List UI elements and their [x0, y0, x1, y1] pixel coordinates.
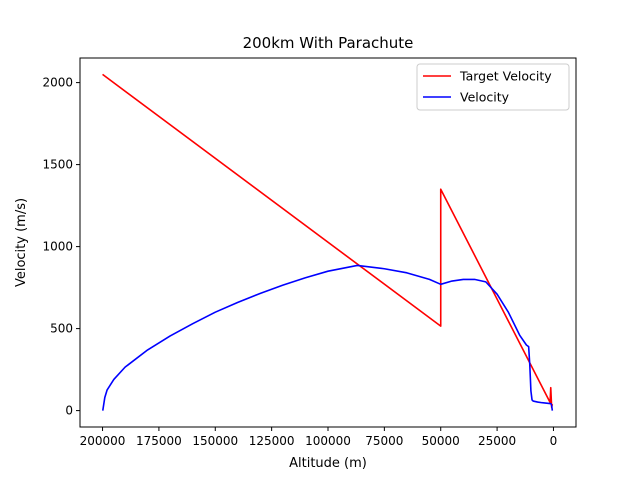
x-tick-label: 100000: [305, 434, 351, 448]
legend: Target Velocity Velocity: [416, 63, 570, 111]
x-tick-label: 200000: [80, 434, 126, 448]
x-tick-label: 175000: [136, 434, 182, 448]
x-tick-label: 0: [550, 434, 558, 448]
y-tick-label: 1500: [42, 158, 73, 172]
y-tick-label: 2000: [42, 76, 73, 90]
legend-entry-1: Velocity: [460, 90, 510, 105]
series-line-1: [101, 264, 554, 411]
series-layer: [101, 73, 554, 411]
chart-title: 200km With Parachute: [243, 34, 414, 52]
y-axis-label: Velocity (m/s): [14, 198, 29, 287]
x-tick-label: 75000: [365, 434, 403, 448]
x-axis-label: Altitude (m): [289, 456, 367, 471]
y-axis: 0 500 1000 1500 2000: [42, 76, 80, 418]
x-tick-label: 125000: [249, 434, 295, 448]
plot-area: 200000 175000 150000 125000 100000 75000 50000…: [42, 57, 577, 448]
y-tick-label: 0: [65, 404, 73, 418]
y-tick-label: 500: [50, 322, 73, 336]
x-tick-label: 150000: [192, 434, 238, 448]
x-tick-label: 25000: [478, 434, 516, 448]
x-tick-label: 50000: [422, 434, 460, 448]
y-tick-label: 1000: [42, 240, 73, 254]
legend-box: [416, 63, 570, 111]
x-axis: 200000 175000 150000 125000 100000 75000 50000…: [80, 427, 558, 448]
legend-entry-0: Target Velocity: [459, 69, 552, 84]
